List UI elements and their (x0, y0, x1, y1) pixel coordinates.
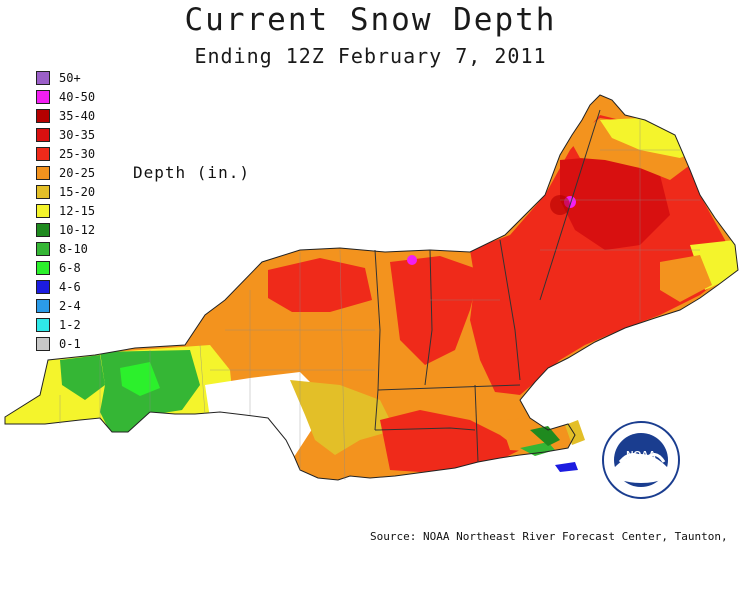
map-title: Current Snow Depth (184, 2, 557, 38)
legend-swatch (36, 260, 50, 275)
legend-swatch (36, 241, 50, 256)
county-borders (59, 120, 700, 481)
legend-swatch (36, 89, 50, 104)
legend-item: 40-50 (36, 87, 95, 106)
legend-item: 2-4 (36, 296, 95, 315)
depth-spot-4-6 (389, 484, 401, 496)
legend-label: 2-4 (59, 298, 81, 313)
island (520, 442, 555, 456)
legend-title: Depth (in.) (133, 163, 250, 182)
noaa-logo: NOAA (602, 421, 680, 499)
legend-item: 50+ (36, 68, 95, 87)
depth-region-30-35 (560, 155, 670, 250)
legend-label: 30-35 (59, 127, 96, 142)
legend-item: 6-8 (36, 258, 95, 277)
legend-swatch (36, 184, 50, 199)
depth-region-15-20 (290, 380, 395, 455)
state-borders (374, 109, 601, 463)
coastline-outline (4, 94, 739, 481)
legend-label: 1-2 (59, 317, 81, 332)
island (555, 462, 578, 472)
depth-region-20-25 (660, 255, 712, 302)
source-credit: Source: NOAA Northeast River Forecast Ce… (370, 530, 728, 543)
legend-item: 25-30 (36, 144, 95, 163)
depth-region-25-30 (470, 115, 735, 395)
legend-swatch (36, 108, 50, 123)
legend-item: 1-2 (36, 315, 95, 334)
gull-icon (614, 454, 668, 483)
legend-swatch (36, 127, 50, 142)
legend-item: 35-40 (36, 106, 95, 125)
legend-swatch (36, 298, 50, 313)
legend-label: 20-25 (59, 165, 96, 180)
depth-region-25-30 (268, 258, 372, 312)
legend-label: 15-20 (59, 184, 96, 199)
legend-item: 15-20 (36, 182, 95, 201)
legend-label: 40-50 (59, 89, 96, 104)
legend-swatch (36, 146, 50, 161)
logo-text: NOAA (626, 450, 655, 461)
legend-item: 12-15 (36, 201, 95, 220)
legend-swatch (36, 222, 50, 237)
legend-item: 4-6 (36, 277, 95, 296)
depth-region-25-30 (390, 256, 480, 365)
legend: 50+ 40-50 35-40 30-35 25-30 20-25 15-20 … (36, 68, 95, 353)
legend-item: 8-10 (36, 239, 95, 258)
legend-item: 30-35 (36, 125, 95, 144)
depth-spot-35-40 (550, 195, 570, 215)
legend-label: 35-40 (59, 108, 96, 123)
map-subtitle: Ending 12Z February 7, 2011 (194, 44, 547, 68)
depth-region-8-10 (60, 355, 105, 400)
legend-swatch (36, 165, 50, 180)
legend-item: 10-12 (36, 220, 95, 239)
legend-swatch (36, 203, 50, 218)
legend-item: 0-1 (36, 334, 95, 353)
legend-label: 4-6 (59, 279, 81, 294)
depth-region-25-30 (380, 410, 520, 472)
depth-spot-4-6 (352, 484, 368, 500)
legend-swatch (36, 317, 50, 332)
island (530, 426, 560, 446)
legend-label: 12-15 (59, 203, 96, 218)
legend-swatch (36, 336, 50, 351)
legend-label: 25-30 (59, 146, 96, 161)
legend-label: 50+ (59, 70, 81, 85)
legend-swatch (36, 70, 50, 85)
legend-label: 6-8 (59, 260, 81, 275)
depth-spot-40-50 (407, 255, 417, 265)
legend-item: 20-25 (36, 163, 95, 182)
legend-label: 10-12 (59, 222, 96, 237)
legend-label: 8-10 (59, 241, 88, 256)
depth-region-0-1 (205, 372, 320, 460)
legend-swatch (36, 279, 50, 294)
legend-label: 0-1 (59, 336, 81, 351)
